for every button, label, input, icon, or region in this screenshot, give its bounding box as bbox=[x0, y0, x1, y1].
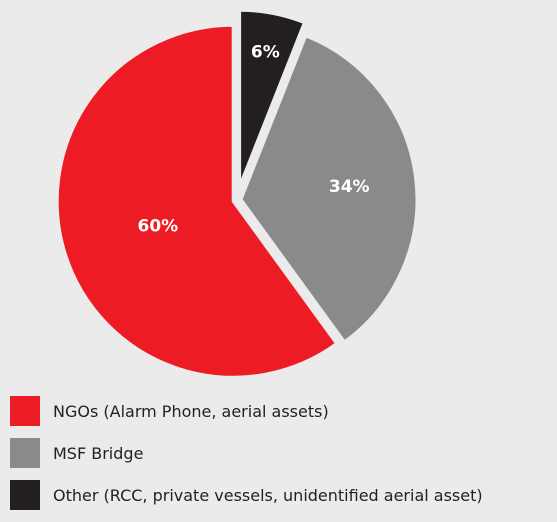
legend-item-other: Other (RCC, private vessels, unidentifie… bbox=[10, 480, 555, 510]
legend-item-ngos: NGOs (Alarm Phone, aerial assets) bbox=[10, 396, 555, 426]
legend: NGOs (Alarm Phone, aerial assets) MSF Br… bbox=[10, 396, 555, 522]
pie-slice-ngos bbox=[55, 23, 339, 379]
pie-label-other: 6% bbox=[251, 42, 280, 62]
legend-swatch-msf-bridge bbox=[10, 438, 40, 468]
legend-item-msf-bridge: MSF Bridge bbox=[10, 438, 555, 468]
pie-label-msf-bridge: 34% bbox=[329, 177, 370, 197]
pie-slice-msf-bridge bbox=[239, 33, 419, 344]
pie-label-ngos: 60% bbox=[138, 217, 179, 237]
legend-swatch-other bbox=[10, 480, 40, 510]
legend-label-ngos: NGOs (Alarm Phone, aerial assets) bbox=[53, 401, 329, 421]
pie-slice-other bbox=[238, 8, 307, 187]
legend-label-other: Other (RCC, private vessels, unidentifie… bbox=[53, 485, 483, 505]
legend-label-msf-bridge: MSF Bridge bbox=[53, 443, 144, 463]
legend-swatch-ngos bbox=[10, 396, 40, 426]
pie-chart: 6% 34% 60% bbox=[55, 8, 419, 379]
